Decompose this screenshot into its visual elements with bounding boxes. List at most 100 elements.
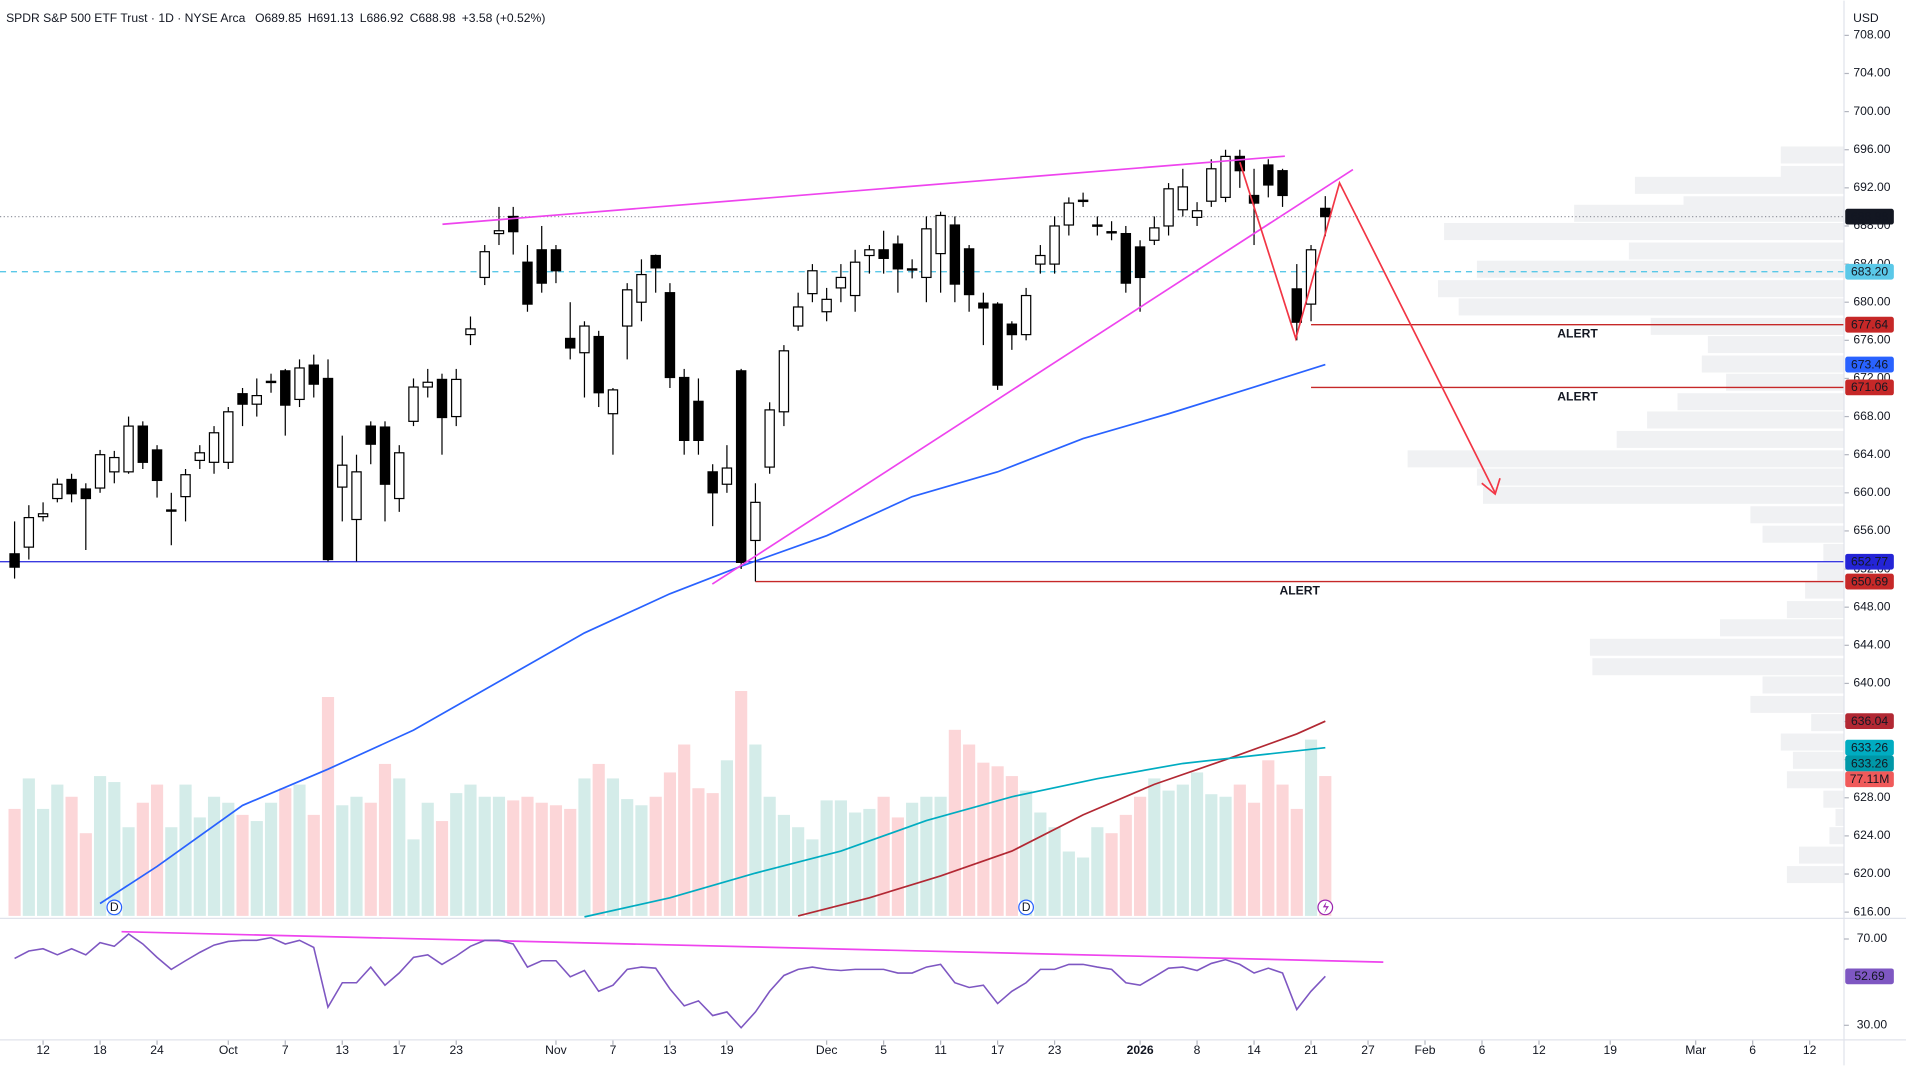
volume-bar <box>193 817 206 916</box>
volume-bar <box>906 802 919 916</box>
profile-row <box>1592 658 1845 676</box>
price-badge <box>1845 755 1894 772</box>
x-tick-label: 14 <box>1247 1043 1261 1057</box>
volume-bar <box>1062 851 1075 916</box>
profile-row <box>1786 866 1845 884</box>
volume-bar <box>450 793 463 916</box>
volume-bar <box>649 796 662 916</box>
candle-body <box>379 426 391 485</box>
x-tick-label: 21 <box>1304 1043 1318 1057</box>
volume-bar <box>621 799 634 916</box>
volume-bar <box>293 784 306 916</box>
candle-body <box>422 381 433 388</box>
candle-body <box>992 303 1003 386</box>
candle-body <box>650 254 661 269</box>
volume-bar <box>464 784 477 916</box>
price-badge-text: 677.64 <box>1851 318 1888 332</box>
candle-body <box>750 501 761 542</box>
y-tick-label: 696.00 <box>1853 142 1890 156</box>
volume-bar <box>1319 776 1332 916</box>
volume-bar <box>1005 776 1018 916</box>
candle-body <box>479 251 490 279</box>
volume-bar <box>1148 778 1161 916</box>
x-tick-label: 13 <box>336 1043 350 1057</box>
volume-pane <box>8 691 1332 916</box>
profile-row <box>1792 751 1845 769</box>
x-tick-label: Dec <box>816 1043 838 1057</box>
candle-body <box>166 509 177 512</box>
y-tick-label: 700.00 <box>1853 104 1890 118</box>
symbol-title: SPDR S&P 500 ETF Trust · 1D · NYSE Arca <box>6 11 246 25</box>
candle-body <box>978 302 989 309</box>
profile-row <box>1720 619 1845 637</box>
volume-bar <box>834 800 847 916</box>
profile-row <box>1407 450 1845 468</box>
volume-bar <box>150 784 164 916</box>
x-tick-label: 19 <box>1603 1043 1617 1057</box>
x-tick-label: Nov <box>545 1043 568 1057</box>
event-label: D <box>110 900 119 914</box>
price-badge <box>1845 316 1894 333</box>
candle-body <box>821 298 832 313</box>
profile-row <box>1762 676 1845 694</box>
candle-body <box>451 378 462 418</box>
candle-body <box>436 378 448 419</box>
candle-body <box>1063 202 1075 226</box>
y-tick-label: 624.00 <box>1853 828 1890 842</box>
volume-bar <box>1190 772 1204 916</box>
volume-bar <box>393 778 406 916</box>
candle-body <box>864 249 875 257</box>
volume-bar <box>93 776 107 916</box>
price-badge <box>1845 379 1894 396</box>
x-tick-label: 23 <box>1048 1043 1062 1057</box>
price-pane: 708.00704.00700.00696.00692.00688.00684.… <box>0 28 1891 1057</box>
profile-row <box>1780 146 1845 164</box>
profile-row <box>1823 790 1845 808</box>
volume-bar <box>877 796 890 916</box>
lightning-icon <box>1322 901 1329 914</box>
volume-bar <box>763 796 776 916</box>
candle-body <box>1120 232 1132 284</box>
candle-body <box>921 228 932 279</box>
volume-bar <box>1162 790 1175 916</box>
volume-bar <box>207 796 221 916</box>
y-tick-label: 640.00 <box>1853 676 1890 690</box>
volume-bar <box>863 808 876 916</box>
profile-row <box>1647 411 1845 429</box>
volume-bar <box>1105 833 1118 916</box>
y-tick-label: 692.00 <box>1853 180 1890 194</box>
candle-body <box>265 380 277 384</box>
profile-row <box>1438 280 1845 298</box>
price-badge <box>1845 573 1894 590</box>
candle-body <box>137 425 149 463</box>
volume-bar <box>920 796 933 916</box>
candle-body <box>1220 155 1231 198</box>
volume-bar <box>336 805 349 916</box>
volume-bar <box>735 691 748 916</box>
volume-bar <box>51 784 64 916</box>
y-tick-label: 648.00 <box>1853 599 1890 613</box>
volume-badge-text: 77.11M <box>1850 772 1890 786</box>
volume-bar <box>692 788 705 916</box>
price-badge-text: 636.04 <box>1851 714 1888 728</box>
profile-row <box>1726 373 1845 391</box>
x-tick-label: Mar <box>1685 1043 1706 1057</box>
candle-body <box>678 376 690 442</box>
candle-body <box>123 425 134 473</box>
y-tick-label: 644.00 <box>1853 637 1890 651</box>
x-tick-label: 19 <box>720 1043 734 1057</box>
candle-body <box>1134 246 1146 279</box>
volume-bar <box>592 763 605 916</box>
candle-body <box>308 364 319 385</box>
volume-bar <box>22 778 35 916</box>
candle-body <box>1177 186 1189 211</box>
volume-bar <box>720 760 734 916</box>
rsi-tick-label: 30.00 <box>1857 1018 1888 1032</box>
volume-bar <box>891 817 904 916</box>
volume-bar <box>1048 827 1061 916</box>
profile-row <box>1750 506 1845 524</box>
volume-bar <box>1233 784 1246 916</box>
volume-bar <box>279 788 292 916</box>
volume-bar <box>1020 790 1033 916</box>
